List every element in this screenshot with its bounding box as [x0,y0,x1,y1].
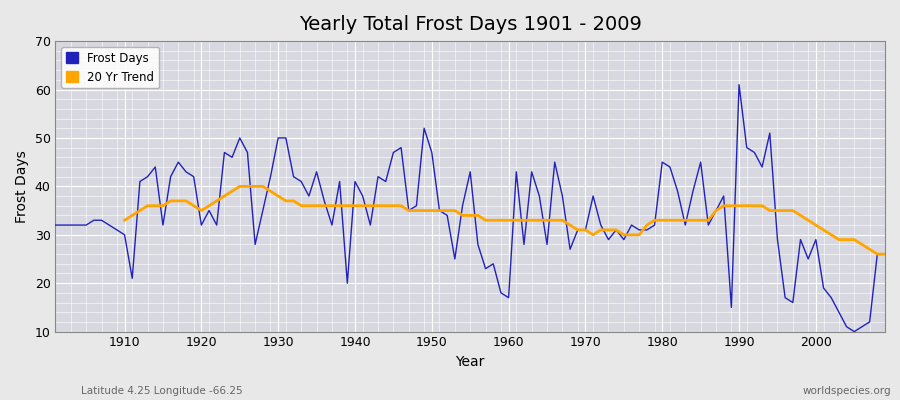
20 Yr Trend [879,252,890,256]
Title: Yearly Total Frost Days 1901 - 2009: Yearly Total Frost Days 1901 - 2009 [299,15,642,34]
20 Yr Trend [580,228,590,232]
Text: Latitude 4.25 Longitude -66.25: Latitude 4.25 Longitude -66.25 [81,386,243,396]
20 Yr Trend [303,203,314,208]
Legend: Frost Days, 20 Yr Trend: Frost Days, 20 Yr Trend [61,47,159,88]
Y-axis label: Frost Days: Frost Days [15,150,29,223]
X-axis label: Year: Year [455,355,485,369]
20 Yr Trend [273,194,284,198]
20 Yr Trend [119,218,130,223]
Frost Days [849,329,859,334]
Line: Frost Days: Frost Days [56,85,885,332]
20 Yr Trend [518,218,529,223]
Frost Days [879,252,890,256]
Frost Days [327,223,338,228]
Text: worldspecies.org: worldspecies.org [803,386,891,396]
Frost Days [496,290,507,295]
Frost Days [596,223,607,228]
Line: 20 Yr Trend: 20 Yr Trend [124,186,885,254]
Frost Days [281,136,292,140]
Frost Days [734,82,744,87]
20 Yr Trend [234,184,245,189]
Frost Days [503,295,514,300]
20 Yr Trend [849,237,859,242]
Frost Days [112,228,122,232]
20 Yr Trend [872,252,883,256]
20 Yr Trend [826,232,837,237]
Frost Days [50,223,61,228]
